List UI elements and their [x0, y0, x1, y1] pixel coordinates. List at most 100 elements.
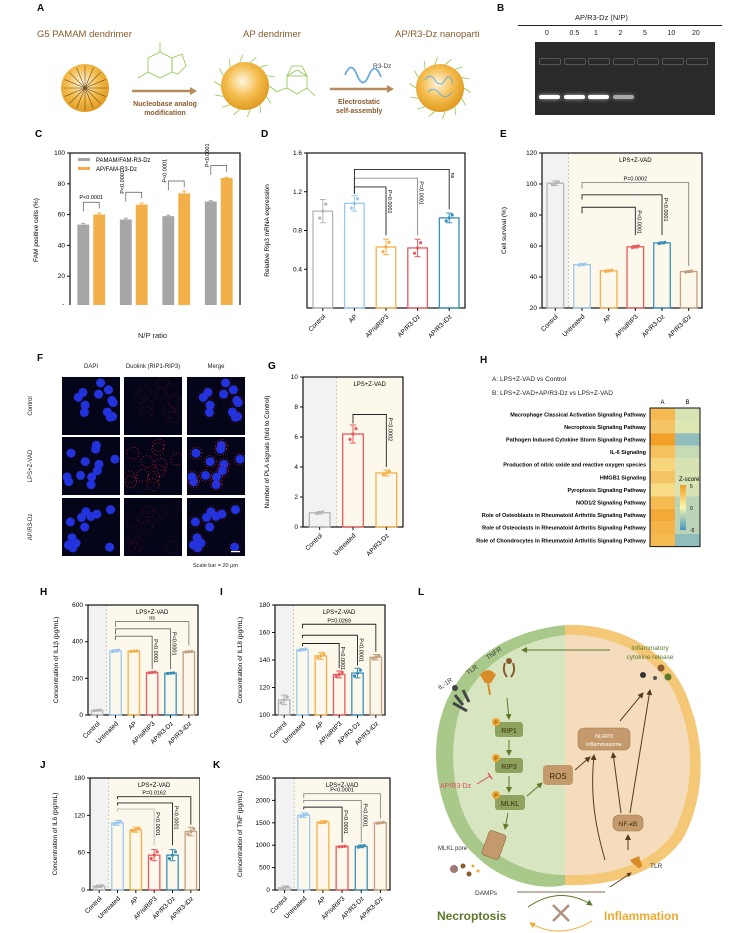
micro-image-panel — [187, 498, 245, 556]
bar — [93, 214, 106, 305]
data-point — [381, 250, 385, 254]
bar — [119, 219, 132, 305]
significance-bracket — [115, 635, 153, 670]
panel-label: J — [40, 760, 46, 771]
y-tick-label: 0.4 — [293, 266, 302, 273]
svg-text:ROS: ROS — [549, 772, 566, 781]
bar — [178, 193, 191, 305]
data-point — [375, 821, 380, 825]
scale-bar-label: Scale bar = 20 μm — [193, 563, 238, 569]
data-point — [315, 511, 319, 516]
significance-bracket — [210, 165, 228, 175]
panel-label-a: A — [37, 3, 45, 14]
legend-label: AP/FAM-R3-Dz — [96, 167, 137, 173]
data-point — [318, 511, 322, 515]
colorbar-segment — [680, 488, 686, 490]
data-point — [352, 201, 356, 205]
p-value-label: P=0.0002 — [386, 418, 392, 442]
svg-text:P: P — [494, 794, 498, 800]
colorbar-segment — [680, 518, 686, 520]
data-point — [165, 671, 170, 676]
y-tick-label: 6 — [294, 434, 298, 441]
data-point — [147, 671, 151, 675]
heatmap-row-label: Role of Osteoclasts in Rheumatoid Arthri… — [482, 526, 647, 532]
p-value-label: P<0.0001 — [330, 788, 354, 794]
p-value-label: P<0.0001 — [162, 159, 168, 183]
significance-bracket — [167, 180, 185, 191]
control-region — [303, 377, 337, 527]
svg-text:NLRP3: NLRP3 — [595, 734, 613, 740]
data-point — [282, 886, 287, 890]
gel-well — [588, 58, 610, 65]
tlr-receptor-icon — [480, 670, 496, 696]
y-tick-label: 100 — [54, 150, 65, 157]
data-point — [116, 648, 121, 652]
y-tick-label: 120 — [74, 812, 85, 819]
gel-well — [661, 58, 684, 65]
chart-j-il6: J LPS+Z-VAD 0 60 120 180 Concentration of IL6 … — [40, 760, 200, 922]
heatmap-cell — [675, 471, 700, 484]
x-tick-label: Untreated — [561, 313, 586, 338]
micro-image-panel — [62, 377, 120, 435]
heatmap-legend-b: B: LPS+Z-VAD+AP/R3-Dz vs LPS+Z-VAD — [492, 390, 613, 397]
p-value-label: P<0.0001 — [120, 170, 126, 194]
colorbar-tick-label: 0 — [690, 506, 693, 512]
data-point — [300, 648, 305, 652]
heatmap-row-label: Pathogen Induced Cytokine Storm Signalin… — [506, 438, 647, 444]
control-region — [275, 605, 294, 715]
data-point — [349, 206, 353, 210]
condition-label: LPS+Z-VAD — [326, 783, 359, 789]
micro-image-panel — [124, 498, 182, 556]
x-tick-label: AP/R3-Dz — [365, 532, 390, 557]
gel-title-rule — [518, 25, 722, 26]
p-value-label: P<0.0001 — [173, 806, 179, 830]
x-tick-label: Untreated — [332, 532, 357, 557]
data-point — [352, 674, 357, 678]
condition-label: LPS+Z-VAD — [323, 610, 356, 616]
phospho-icon: P — [492, 791, 500, 800]
data-point — [450, 213, 454, 217]
micro-row-label: LPS+Z-VAD — [28, 449, 34, 483]
heatmap-cell — [650, 471, 675, 484]
data-point — [113, 649, 118, 653]
heatmap-legend-a: A: LPS+Z-VAD vs Control — [492, 376, 567, 383]
y-tick-label: 1.6 — [293, 150, 302, 157]
x-tick-label: AP/R3-iDz — [667, 313, 693, 339]
p-value-label: P<0.0001 — [358, 638, 364, 662]
legend-swatch — [78, 158, 90, 161]
data-point — [129, 649, 133, 654]
pamam-dendrimer-sphere — [61, 64, 109, 112]
data-point — [187, 650, 191, 654]
y-tick-label: 0 — [294, 524, 298, 531]
y-tick-label: 80 — [58, 181, 66, 188]
il1r-receptor-icon — [452, 685, 471, 713]
data-point — [190, 649, 194, 654]
data-point — [321, 209, 325, 213]
colorbar-segment — [680, 506, 686, 508]
micro-image-panel — [122, 437, 184, 495]
micro-image-panel — [62, 437, 120, 495]
y-tick-label: 0 — [79, 712, 83, 719]
heatmap-column-label: B — [685, 400, 689, 406]
gel-title: AP/R3-Dz (N/P) — [575, 13, 628, 22]
data-point — [387, 240, 391, 244]
significance-bracket — [303, 793, 381, 819]
y-axis-label: Concentration of IL18 (pg/mL) — [237, 617, 244, 703]
colorbar-segment — [680, 500, 686, 502]
data-point — [279, 701, 283, 705]
data-point — [577, 263, 581, 267]
y-tick-label: 0.8 — [293, 228, 302, 235]
data-point — [319, 654, 323, 658]
x-tick-label: AP/R3-Dz — [641, 313, 666, 338]
significance-bracket — [303, 799, 362, 843]
ros-node: ROS — [543, 765, 573, 785]
condition-label: LPS+Z-VAD — [138, 783, 171, 789]
panel-label-l: L — [418, 587, 425, 598]
cross-icon — [552, 904, 570, 922]
x-tick-label: AP — [314, 720, 325, 731]
svg-text:inflammasome: inflammasome — [586, 742, 622, 748]
arrow-label-modification-2: modification — [144, 110, 186, 117]
p-value-label: P<0.0001 — [79, 195, 103, 201]
p-value-label: P<0.0001 — [205, 143, 211, 167]
data-point — [134, 828, 138, 832]
